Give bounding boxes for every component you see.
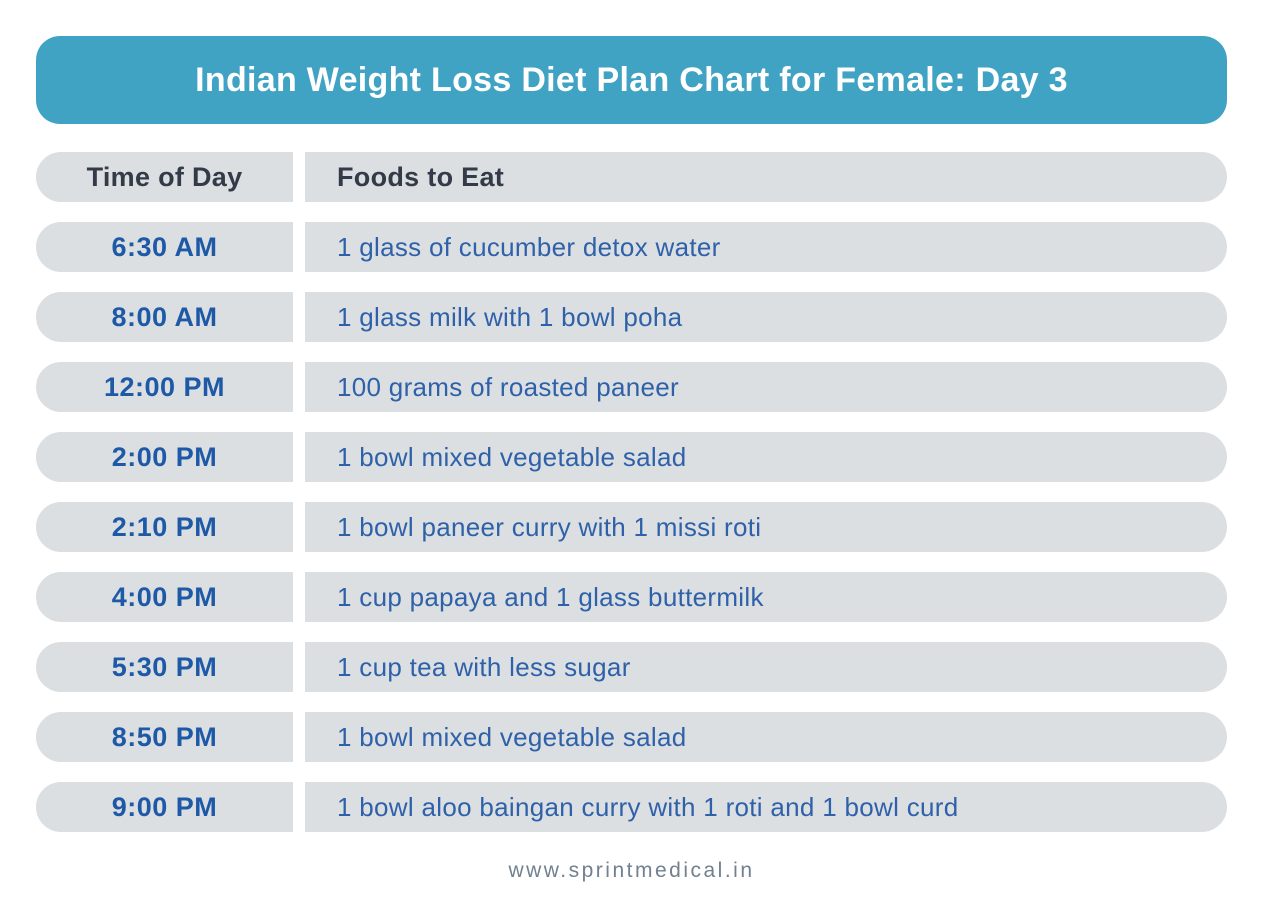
food-cell: 1 bowl mixed vegetable salad — [305, 712, 1227, 762]
food-label: 1 glass milk with 1 bowl poha — [337, 301, 683, 332]
table-row: 5:30 PM 1 cup tea with less sugar — [36, 642, 1227, 692]
table-row: 8:00 AM 1 glass milk with 1 bowl poha — [36, 292, 1227, 342]
time-cell: 2:10 PM — [36, 502, 293, 552]
food-cell: 1 bowl mixed vegetable salad — [305, 432, 1227, 482]
table-row: 8:50 PM 1 bowl mixed vegetable salad — [36, 712, 1227, 762]
food-cell: 100 grams of roasted paneer — [305, 362, 1227, 412]
time-label: 6:30 AM — [111, 231, 218, 262]
diet-table: Time of Day Foods to Eat 6:30 AM 1 glass… — [36, 152, 1227, 832]
column-header-time: Time of Day — [36, 152, 293, 202]
food-label: 1 glass of cucumber detox water — [337, 231, 721, 262]
table-row: 2:10 PM 1 bowl paneer curry with 1 missi… — [36, 502, 1227, 552]
table-row: 12:00 PM 100 grams of roasted paneer — [36, 362, 1227, 412]
food-label: 1 bowl paneer curry with 1 missi roti — [337, 511, 762, 542]
time-cell: 5:30 PM — [36, 642, 293, 692]
time-label: 2:00 PM — [111, 441, 218, 472]
time-label: 4:00 PM — [111, 581, 218, 612]
time-cell: 6:30 AM — [36, 222, 293, 272]
time-label: 2:10 PM — [111, 511, 218, 542]
food-cell: 1 bowl aloo baingan curry with 1 roti an… — [305, 782, 1227, 832]
time-cell: 12:00 PM — [36, 362, 293, 412]
time-label: 8:00 AM — [111, 301, 218, 332]
food-label: 1 bowl mixed vegetable salad — [337, 441, 687, 472]
website-url: www.sprintmedical.in — [508, 859, 755, 882]
time-label: 9:00 PM — [111, 791, 218, 822]
time-cell: 2:00 PM — [36, 432, 293, 482]
time-label: 12:00 PM — [103, 371, 226, 402]
table-row: 2:00 PM 1 bowl mixed vegetable salad — [36, 432, 1227, 482]
column-header-time-label: Time of Day — [86, 161, 243, 192]
table-row: 6:30 AM 1 glass of cucumber detox water — [36, 222, 1227, 272]
food-label: 1 cup papaya and 1 glass buttermilk — [337, 581, 764, 612]
time-cell: 9:00 PM — [36, 782, 293, 832]
column-header-foods: Foods to Eat — [305, 152, 1227, 202]
table-header-row: Time of Day Foods to Eat — [36, 152, 1227, 202]
time-label: 5:30 PM — [111, 651, 218, 682]
footer: www.sprintmedical.in — [0, 859, 1263, 883]
food-cell: 1 bowl paneer curry with 1 missi roti — [305, 502, 1227, 552]
time-label: 8:50 PM — [111, 721, 218, 752]
food-cell: 1 cup papaya and 1 glass buttermilk — [305, 572, 1227, 622]
food-label: 1 cup tea with less sugar — [337, 651, 631, 682]
title-bar: Indian Weight Loss Diet Plan Chart for F… — [36, 36, 1227, 124]
food-cell: 1 cup tea with less sugar — [305, 642, 1227, 692]
table-row: 4:00 PM 1 cup papaya and 1 glass butterm… — [36, 572, 1227, 622]
page-title: Indian Weight Loss Diet Plan Chart for F… — [195, 60, 1068, 99]
time-cell: 8:50 PM — [36, 712, 293, 762]
column-header-foods-label: Foods to Eat — [337, 161, 505, 192]
time-cell: 8:00 AM — [36, 292, 293, 342]
food-label: 100 grams of roasted paneer — [337, 371, 679, 402]
table-row: 9:00 PM 1 bowl aloo baingan curry with 1… — [36, 782, 1227, 832]
food-label: 1 bowl mixed vegetable salad — [337, 721, 687, 752]
time-cell: 4:00 PM — [36, 572, 293, 622]
food-label: 1 bowl aloo baingan curry with 1 roti an… — [337, 791, 959, 822]
food-cell: 1 glass milk with 1 bowl poha — [305, 292, 1227, 342]
food-cell: 1 glass of cucumber detox water — [305, 222, 1227, 272]
